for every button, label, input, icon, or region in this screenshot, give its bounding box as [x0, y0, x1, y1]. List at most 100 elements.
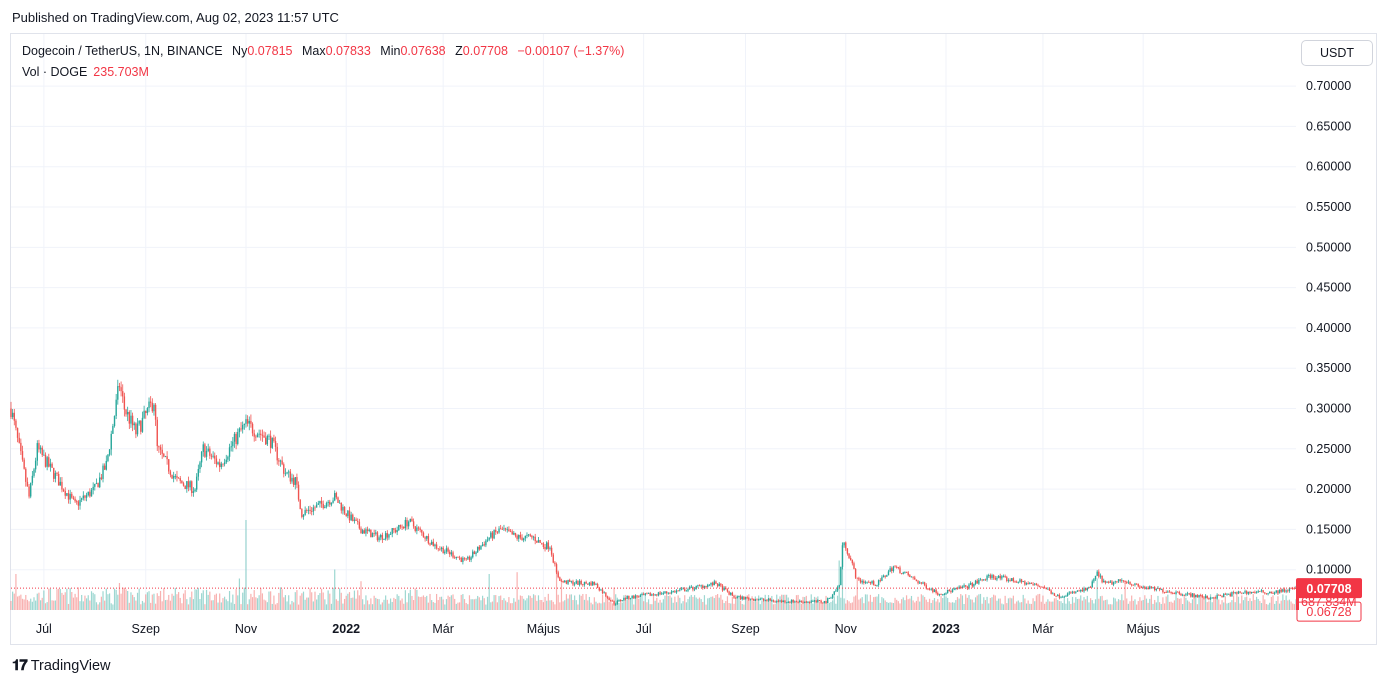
candle-body	[445, 548, 448, 552]
volume-bar	[764, 594, 766, 610]
candle-body	[1186, 593, 1189, 595]
candle-body	[1140, 587, 1143, 589]
volume-bar	[424, 597, 426, 610]
candle-body	[771, 600, 773, 602]
candle-body	[536, 541, 538, 543]
volume-bar	[266, 602, 268, 610]
candle-body	[606, 596, 609, 598]
volume-bar	[1080, 595, 1082, 610]
volume-bar	[383, 599, 385, 610]
candle-body	[651, 594, 653, 596]
volume-bar	[297, 604, 300, 610]
candle-body	[253, 433, 255, 437]
candle-body	[235, 433, 237, 444]
volume-bar	[615, 594, 617, 610]
volume-bar	[1024, 598, 1026, 610]
candle-body	[457, 556, 459, 558]
candle-body	[59, 481, 61, 486]
candle-body	[943, 594, 946, 596]
currency-button[interactable]: USDT	[1301, 40, 1373, 66]
volume-bar	[771, 595, 773, 610]
volume-bar	[621, 602, 623, 610]
volume-bar	[739, 600, 742, 610]
candle-body	[674, 591, 676, 593]
open-label: Ny	[232, 44, 248, 58]
candle-body	[900, 573, 903, 574]
volume-bar	[700, 599, 702, 610]
volume-bar	[1255, 596, 1258, 610]
volume-bar	[1068, 601, 1070, 610]
volume-bar	[120, 593, 122, 610]
candle-body	[531, 535, 533, 538]
candle-body	[527, 534, 530, 536]
volume-bar	[716, 594, 719, 610]
candle-body	[537, 540, 540, 543]
candle-body	[15, 420, 17, 428]
candle-body	[910, 576, 913, 578]
candle-body	[406, 519, 408, 527]
volume-bar	[529, 595, 531, 610]
volume-bar	[1081, 600, 1083, 610]
volume-bar	[613, 587, 615, 610]
candle-body	[89, 491, 91, 497]
candle-body	[256, 434, 259, 438]
candle-body	[163, 453, 165, 457]
candle-body	[1288, 588, 1291, 592]
x-tick-label: Május	[1127, 622, 1160, 636]
candle-body	[1190, 593, 1192, 597]
candle-body	[1277, 590, 1279, 594]
candle-body	[279, 460, 282, 462]
volume-bar	[375, 597, 377, 610]
volume-bar	[1091, 600, 1093, 610]
volume-bar	[220, 602, 222, 610]
volume-bar	[1103, 600, 1105, 610]
candle-body	[1199, 595, 1202, 596]
volume-bar	[1168, 601, 1171, 610]
candle-body	[151, 402, 154, 412]
candle-body	[126, 411, 129, 415]
volume-bar	[1221, 600, 1223, 610]
candle-body	[608, 597, 610, 601]
candle-body	[997, 575, 1000, 578]
chart-grid	[11, 34, 1296, 610]
candle-body	[168, 459, 170, 472]
volume-bar	[915, 600, 918, 610]
candle-body	[426, 536, 428, 539]
candle-body	[241, 425, 244, 430]
candle-body	[77, 501, 80, 506]
candle-body	[550, 547, 553, 555]
candle-body	[115, 399, 117, 416]
volume-bar	[44, 603, 47, 610]
candle-body	[1083, 588, 1085, 592]
candle-body	[311, 511, 313, 512]
candle-body	[895, 566, 898, 568]
volume-bar	[675, 602, 678, 610]
volume-bar	[1093, 603, 1095, 610]
volume-bar	[1163, 603, 1166, 610]
volume-bar	[1264, 599, 1266, 610]
volume-bar	[674, 596, 676, 610]
candle-body	[46, 457, 48, 467]
chart-frame[interactable]	[10, 33, 1377, 645]
candle-body	[989, 575, 992, 578]
volume-bar	[654, 600, 656, 610]
candle-body	[312, 507, 315, 512]
volume-bar	[1060, 601, 1062, 610]
volume-bar	[601, 594, 604, 610]
candle-body	[263, 435, 265, 438]
volume-bar	[1034, 601, 1036, 610]
volume-bar	[749, 600, 752, 610]
candle-body	[841, 545, 844, 567]
volume-bar	[933, 597, 936, 610]
volume-bar	[600, 603, 602, 610]
candle-body	[695, 585, 697, 589]
candle-body	[82, 495, 85, 499]
volume-bar	[475, 598, 477, 610]
footer-brand[interactable]: 𝟏𝟕 TradingView	[12, 657, 110, 674]
volume-bar	[81, 594, 83, 610]
candle-body	[565, 580, 568, 584]
candle-body	[434, 544, 436, 547]
candle-body	[702, 585, 704, 588]
candle-body	[468, 556, 471, 560]
